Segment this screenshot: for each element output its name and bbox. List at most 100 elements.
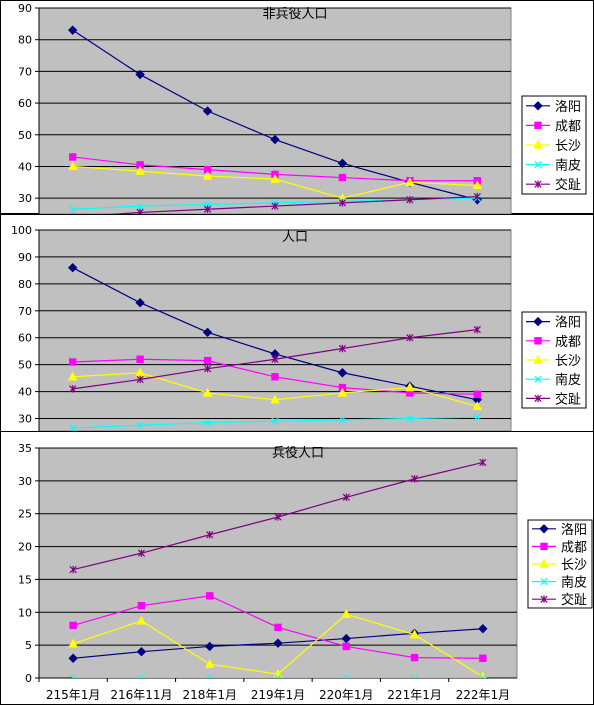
x-tick-label: 220年1月 bbox=[319, 688, 374, 702]
data-point bbox=[69, 153, 77, 161]
data-point bbox=[204, 658, 215, 668]
data-point bbox=[274, 623, 282, 632]
legend-marker bbox=[534, 160, 542, 169]
data-point bbox=[203, 418, 212, 427]
data-point bbox=[136, 355, 144, 363]
series-layer bbox=[67, 262, 483, 431]
legend-marker bbox=[533, 101, 543, 111]
y-tick-label: 80 bbox=[18, 278, 32, 291]
x-tick-label: 219年1月 bbox=[251, 688, 306, 702]
data-point bbox=[202, 387, 213, 397]
legend-marker bbox=[533, 139, 543, 149]
data-point bbox=[206, 531, 214, 539]
legend-marker bbox=[540, 577, 548, 586]
data-point bbox=[274, 513, 282, 521]
x-tick-label: 218年1月 bbox=[182, 688, 237, 702]
data-point bbox=[342, 493, 350, 501]
data-point bbox=[205, 641, 215, 652]
data-point bbox=[68, 25, 78, 35]
y-tick-label: 30 bbox=[18, 192, 32, 205]
legend-marker bbox=[534, 121, 542, 130]
data-point bbox=[338, 173, 347, 182]
legend-marker bbox=[534, 180, 542, 188]
chart-title: 兵役人口 bbox=[272, 446, 324, 461]
y-tick-label: 30 bbox=[18, 475, 32, 488]
y-tick-label: 0 bbox=[25, 672, 32, 685]
data-point bbox=[274, 674, 282, 678]
legend-label: 洛阳 bbox=[561, 523, 587, 538]
data-point bbox=[472, 180, 483, 190]
data-point bbox=[270, 173, 280, 183]
data-point bbox=[69, 565, 77, 574]
data-point bbox=[479, 674, 487, 678]
legend-marker bbox=[540, 542, 548, 551]
data-point bbox=[69, 385, 77, 393]
data-point bbox=[410, 475, 419, 483]
y-tick-label: 90 bbox=[18, 251, 32, 264]
data-point bbox=[136, 647, 147, 657]
data-point bbox=[406, 414, 414, 423]
data-point bbox=[473, 413, 481, 421]
data-point bbox=[473, 192, 481, 201]
data-point bbox=[137, 674, 146, 678]
data-point bbox=[69, 358, 77, 366]
legend-label: 南皮 bbox=[561, 575, 587, 591]
data-point bbox=[341, 633, 351, 644]
data-point bbox=[338, 199, 347, 207]
series-layer bbox=[68, 458, 488, 678]
data-point bbox=[69, 424, 77, 431]
y-tick-label: 35 bbox=[18, 442, 32, 455]
data-point bbox=[271, 417, 279, 425]
x-tick-label: 215年1月 bbox=[46, 688, 101, 702]
data-point bbox=[135, 69, 145, 80]
data-point bbox=[202, 170, 213, 180]
y-tick-label: 80 bbox=[18, 34, 32, 47]
data-point bbox=[410, 674, 419, 678]
data-point bbox=[69, 674, 77, 678]
series-layer bbox=[67, 25, 483, 214]
y-tick-label: 10 bbox=[18, 606, 32, 619]
data-point bbox=[342, 674, 350, 678]
data-point bbox=[406, 196, 414, 204]
y-tick-label: 15 bbox=[18, 573, 32, 586]
legend-marker bbox=[533, 354, 543, 364]
plot-area bbox=[38, 7, 512, 215]
data-point bbox=[206, 592, 214, 600]
legend-marker bbox=[533, 316, 543, 327]
data-point bbox=[206, 674, 214, 678]
y-tick-label: 5 bbox=[25, 639, 32, 652]
chart-title: 人口 bbox=[282, 230, 308, 245]
data-point bbox=[67, 161, 78, 171]
legend-marker bbox=[534, 375, 542, 383]
x-tick-label: 216年11月 bbox=[110, 688, 172, 702]
data-point bbox=[271, 373, 279, 381]
data-point bbox=[410, 653, 419, 662]
data-point bbox=[202, 106, 213, 116]
data-point bbox=[478, 624, 488, 634]
legend-label: 成都 bbox=[555, 335, 581, 350]
data-point bbox=[409, 629, 420, 639]
data-point bbox=[69, 621, 77, 630]
y-tick-label: 70 bbox=[18, 65, 32, 78]
data-point bbox=[479, 654, 487, 662]
data-point bbox=[202, 327, 213, 338]
y-tick-label: 70 bbox=[18, 305, 32, 318]
data-point bbox=[136, 375, 144, 384]
data-point bbox=[136, 615, 147, 625]
legend-label: 长沙 bbox=[561, 558, 587, 573]
legend-label: 交趾 bbox=[561, 592, 587, 608]
legend-label: 洛阳 bbox=[555, 316, 581, 331]
data-point bbox=[479, 458, 487, 467]
data-point bbox=[271, 202, 279, 210]
legend-marker bbox=[534, 394, 542, 403]
legend-marker bbox=[539, 524, 549, 534]
y-tick-label: 60 bbox=[18, 97, 32, 110]
x-tick-label: 222年1月 bbox=[456, 688, 511, 702]
legend-label: 成都 bbox=[555, 119, 581, 134]
data-point bbox=[135, 165, 145, 175]
data-point bbox=[271, 355, 279, 363]
data-point bbox=[337, 387, 348, 397]
